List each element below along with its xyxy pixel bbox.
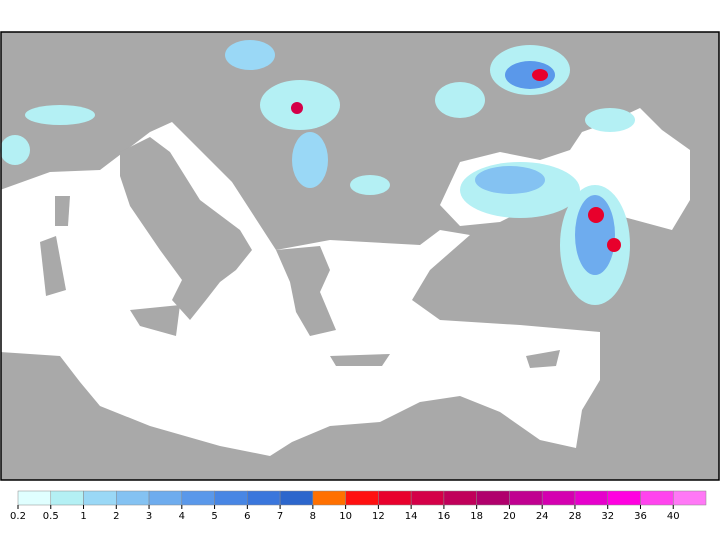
colorbar: 0.2 0.5 1 2 3 4 5 6 7 8 10 12 14 16 18 20 24 28 32 36 40 bbox=[10, 490, 707, 522]
color-box bbox=[214, 490, 248, 506]
tick-label: 0.5 bbox=[43, 511, 59, 522]
tick-label: 0.2 bbox=[10, 511, 26, 522]
color-box bbox=[247, 490, 281, 506]
tick-label: 10 bbox=[339, 511, 352, 522]
tick-label: 6 bbox=[244, 511, 250, 522]
map-border bbox=[0, 31, 720, 481]
tick-label: 12 bbox=[372, 511, 385, 522]
sicily bbox=[130, 305, 180, 336]
color-box bbox=[607, 490, 641, 506]
tick-label: 5 bbox=[211, 511, 217, 522]
color-box bbox=[410, 490, 445, 506]
tick-label: 4 bbox=[179, 511, 185, 522]
color-box bbox=[574, 490, 608, 506]
tick-label: 16 bbox=[438, 511, 451, 522]
color-box bbox=[279, 490, 314, 506]
tick-label: 24 bbox=[536, 511, 549, 522]
tick-label: 32 bbox=[601, 511, 614, 522]
tick-label: 2 bbox=[113, 511, 119, 522]
tick-label: 8 bbox=[310, 511, 316, 522]
color-box bbox=[50, 490, 84, 506]
color-box bbox=[17, 490, 52, 506]
color-box bbox=[476, 490, 510, 506]
color-box bbox=[509, 490, 543, 506]
precipitation bbox=[0, 40, 635, 305]
color-box bbox=[116, 490, 150, 506]
italy bbox=[120, 137, 252, 320]
color-box bbox=[378, 490, 412, 506]
color-box bbox=[345, 490, 379, 506]
color-box bbox=[640, 490, 674, 506]
tick-label: 18 bbox=[470, 511, 483, 522]
tick-label: 7 bbox=[277, 511, 283, 522]
greece bbox=[276, 246, 336, 336]
color-box bbox=[83, 490, 117, 506]
color-box bbox=[672, 490, 707, 506]
color-box bbox=[312, 490, 346, 506]
cyprus bbox=[526, 350, 560, 368]
tick-label: 14 bbox=[405, 511, 418, 522]
tick-label: 3 bbox=[146, 511, 152, 522]
color-box bbox=[541, 490, 576, 506]
sardinia bbox=[40, 236, 66, 296]
map-frame bbox=[0, 31, 720, 481]
tick-label: 1 bbox=[80, 511, 86, 522]
color-box bbox=[443, 490, 477, 506]
tick-label: 36 bbox=[634, 511, 647, 522]
tick-label: 40 bbox=[667, 511, 680, 522]
color-box bbox=[181, 490, 215, 506]
corsica bbox=[55, 196, 70, 226]
tick-label: 20 bbox=[503, 511, 516, 522]
color-box bbox=[148, 490, 183, 506]
tick-label: 28 bbox=[569, 511, 582, 522]
crete bbox=[330, 354, 390, 366]
